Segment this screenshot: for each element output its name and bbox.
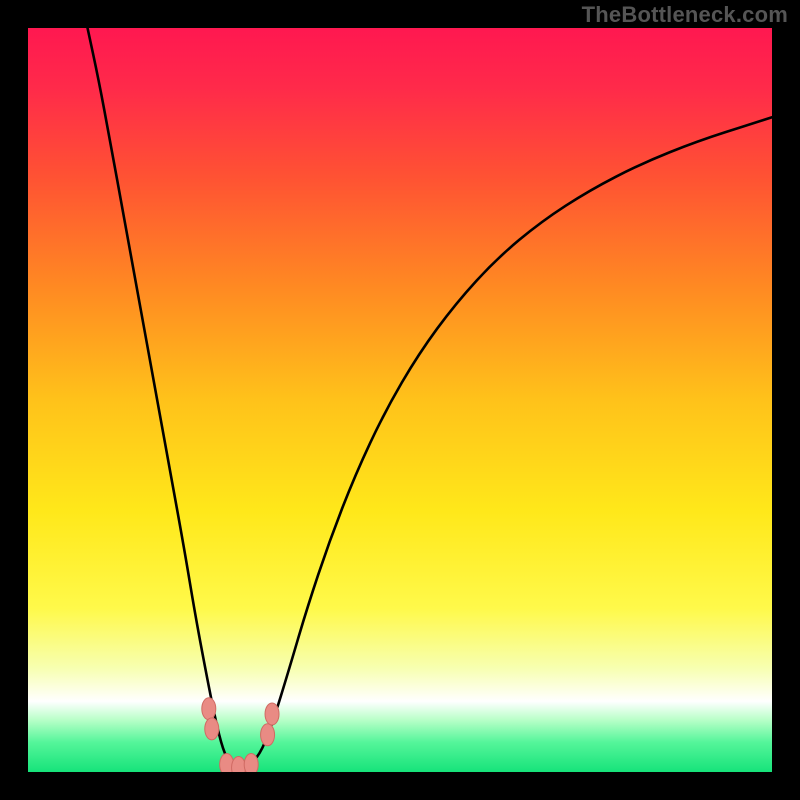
curve-marker: [232, 757, 246, 772]
bottleneck-curve: [28, 28, 772, 772]
curve-marker: [261, 724, 275, 746]
plot-area: [28, 28, 772, 772]
curve-marker: [205, 718, 219, 740]
curve-marker: [265, 703, 279, 725]
watermark-text: TheBottleneck.com: [582, 2, 788, 28]
chart-frame: TheBottleneck.com: [0, 0, 800, 800]
curve-marker: [202, 698, 216, 720]
curve-marker: [244, 754, 258, 772]
deviation-curve: [88, 28, 772, 768]
